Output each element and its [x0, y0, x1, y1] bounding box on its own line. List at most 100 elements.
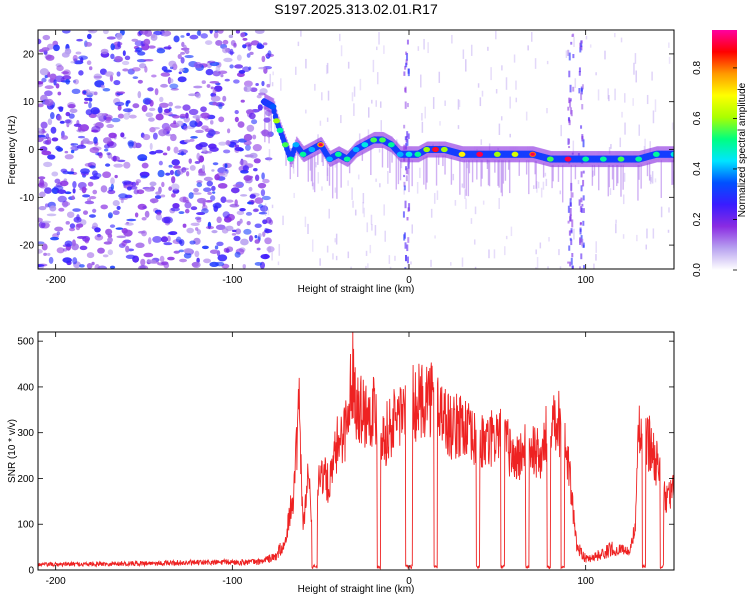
noise-streak — [340, 45, 343, 57]
noise-blob — [210, 95, 221, 102]
noise-blob — [106, 36, 116, 40]
noise-streak — [424, 106, 426, 119]
ridge-streak — [387, 148, 389, 168]
noise-blob — [229, 203, 240, 208]
noise-streak — [367, 263, 369, 268]
noise-streak — [335, 255, 338, 261]
noise-blob — [44, 203, 49, 208]
noise-blob — [217, 254, 228, 262]
noise-streak — [297, 41, 300, 47]
spectrogram-y-label: Frequency (Hz) — [7, 116, 18, 185]
noise-blob — [232, 184, 243, 188]
noise-streak — [278, 244, 281, 256]
ridge-peak — [299, 151, 307, 157]
noise-blob — [165, 172, 171, 176]
noise-streak — [558, 249, 560, 256]
noise-blob — [69, 146, 76, 150]
noise-blob — [64, 119, 71, 124]
noise-streak — [383, 45, 385, 54]
artifact-column-mark — [403, 71, 406, 76]
artifact-column-mark — [580, 93, 583, 101]
noise-blob — [236, 210, 245, 216]
noise-blob — [196, 229, 201, 235]
artifact-column-mark — [569, 99, 572, 108]
noise-blob — [131, 38, 139, 42]
noise-blob — [252, 144, 262, 152]
noise-blob — [242, 165, 249, 172]
y-tick-label: -10 — [20, 193, 35, 204]
noise-streak — [536, 257, 539, 269]
artifact-column-mark — [405, 170, 408, 175]
ridge-streak — [467, 160, 470, 197]
artifact-column-mark — [404, 101, 407, 109]
noise-blob — [54, 75, 65, 83]
ridge-peak — [582, 156, 590, 162]
noise-blob — [213, 72, 218, 76]
noise-streak — [464, 189, 466, 199]
noise-blob — [183, 248, 193, 254]
colorbar-gradient — [712, 30, 737, 270]
noise-blob — [87, 198, 92, 202]
noise-blob — [128, 114, 137, 119]
noise-blob — [40, 121, 48, 129]
noise-blob — [56, 114, 62, 122]
noise-blob — [152, 236, 162, 243]
noise-streak — [474, 266, 477, 269]
noise-blob — [246, 53, 251, 58]
ridge-streak — [476, 160, 478, 180]
noise-blob — [196, 152, 201, 161]
noise-blob — [111, 117, 121, 123]
noise-blob — [79, 124, 90, 132]
artifact-column-mark — [570, 230, 573, 233]
noise-streak — [388, 255, 391, 264]
ridge-peak — [387, 142, 395, 148]
noise-blob — [254, 239, 260, 244]
noise-blob — [179, 239, 185, 247]
noise-blob — [243, 85, 252, 93]
artifact-column-mark — [569, 261, 572, 267]
colorbar-ticks: 0.0 0.2 0.4 0.6 0.8 — [692, 61, 737, 277]
ridge-streak — [268, 109, 270, 144]
ridge-peak — [370, 137, 378, 143]
y-tick-label: 20 — [23, 49, 35, 60]
ridge-peak — [308, 146, 316, 153]
noise-blob — [264, 157, 273, 161]
ridge-streak — [450, 157, 453, 185]
noise-blob — [252, 134, 257, 140]
noise-streak — [473, 239, 476, 245]
noise-blob — [44, 85, 54, 90]
noise-blob — [109, 265, 116, 269]
noise-blob — [66, 211, 75, 218]
noise-blob — [92, 170, 98, 177]
ridge-streak — [612, 165, 615, 191]
noise-streak — [668, 42, 670, 48]
noise-blob — [39, 68, 49, 76]
noise-streak — [334, 238, 336, 243]
noise-streak — [400, 158, 403, 169]
ridge-streak — [608, 165, 611, 188]
noise-blob — [261, 55, 266, 63]
noise-blob — [256, 94, 262, 99]
noise-streak — [376, 72, 379, 85]
noise-streak — [654, 178, 657, 183]
noise-blob — [213, 205, 219, 212]
noise-blob — [56, 247, 65, 254]
noise-streak — [534, 58, 537, 69]
noise-streak — [375, 100, 377, 107]
ridge-streak — [534, 160, 536, 175]
noise-blob — [113, 163, 124, 168]
noise-blob — [69, 223, 76, 229]
noise-blob — [183, 116, 190, 123]
noise-streak — [623, 172, 626, 182]
noise-blob — [188, 108, 199, 116]
noise-streak — [282, 215, 284, 226]
noise-blob — [78, 70, 84, 76]
noise-streak — [363, 207, 365, 218]
noise-blob — [50, 236, 60, 241]
noise-blob — [110, 53, 115, 60]
artifact-column-mark — [404, 87, 407, 92]
noise-blob — [258, 233, 262, 238]
noise-blob — [200, 106, 207, 113]
noise-streak — [347, 251, 350, 259]
noise-streak — [280, 78, 282, 91]
